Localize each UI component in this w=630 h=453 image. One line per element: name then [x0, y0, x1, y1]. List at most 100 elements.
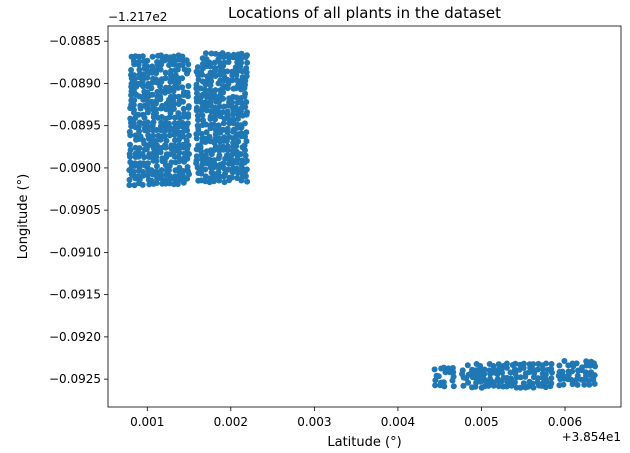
plant-point — [243, 99, 250, 105]
plant-point — [241, 85, 248, 91]
plant-point — [242, 104, 249, 110]
plant-point — [185, 83, 192, 89]
plant-point — [149, 79, 156, 86]
plant-point — [198, 107, 205, 114]
plant-point — [143, 96, 150, 103]
y-tick-label: −0.0925 — [49, 372, 101, 386]
plant-point — [198, 170, 205, 177]
plant-point — [440, 364, 447, 371]
plant-point — [184, 145, 191, 152]
plant-point — [449, 377, 456, 384]
plant-point — [195, 117, 201, 123]
plant-point — [186, 151, 192, 157]
plant-point — [161, 57, 168, 64]
x-axis-ticks: 0.001 0.002 0.003 0.004 0.005 0.006 — [130, 407, 582, 429]
plant-point — [197, 165, 204, 172]
plant-point — [207, 63, 214, 70]
plant-point — [490, 382, 497, 389]
plant-point — [560, 381, 567, 388]
plant-point — [127, 141, 133, 148]
plant-point — [170, 88, 177, 95]
plant-point — [158, 167, 165, 174]
plant-point — [512, 360, 519, 367]
plant-point — [485, 382, 492, 389]
plant-point — [234, 115, 241, 122]
y-tick-label: −0.0890 — [49, 76, 101, 90]
plant-point — [215, 124, 222, 131]
plant-point — [171, 131, 178, 138]
plant-point — [216, 177, 223, 184]
plant-point — [193, 135, 200, 142]
plant-point — [207, 125, 214, 132]
plant-point — [170, 106, 177, 112]
plant-point — [136, 93, 143, 100]
plant-point — [530, 384, 537, 391]
plant-point — [157, 66, 164, 73]
plant-point — [131, 162, 138, 169]
plant-point — [157, 83, 164, 90]
plant-point — [144, 57, 151, 64]
plant-point — [166, 62, 173, 69]
plant-point — [131, 109, 137, 116]
plant-point — [465, 379, 472, 386]
plant-point — [194, 112, 201, 119]
plant-point — [229, 111, 236, 118]
plant-point — [167, 78, 174, 85]
plant-point — [175, 123, 182, 130]
plant-point — [431, 366, 438, 373]
plant-point — [507, 369, 514, 376]
plant-point — [161, 128, 168, 135]
plant-point — [132, 115, 139, 122]
plant-point — [128, 83, 135, 90]
plant-point — [153, 163, 160, 170]
plant-point — [168, 67, 175, 74]
y-axis-offset-label: −1.217e2 — [108, 10, 167, 24]
plant-point — [241, 159, 248, 166]
plant-point — [216, 98, 222, 105]
plant-point — [139, 53, 146, 60]
plant-point — [225, 59, 232, 65]
plant-point — [185, 114, 192, 120]
plant-point — [226, 177, 233, 184]
plant-point — [131, 61, 138, 68]
plant-point — [194, 64, 201, 71]
plant-point — [503, 364, 510, 371]
plant-point — [494, 371, 501, 377]
plant-point — [441, 383, 448, 390]
plant-point — [161, 133, 168, 140]
plant-point — [207, 116, 214, 122]
plant-point — [148, 85, 155, 92]
plant-point — [135, 123, 142, 130]
plant-point — [203, 121, 209, 128]
plant-point — [586, 381, 593, 388]
plant-point — [242, 147, 248, 154]
plant-point — [158, 52, 164, 59]
plant-point — [464, 362, 471, 369]
plant-point — [432, 377, 439, 384]
plant-point — [520, 360, 527, 367]
plant-point — [216, 173, 223, 180]
plant-point — [212, 116, 219, 123]
plant-point — [139, 78, 146, 85]
plant-point — [143, 146, 150, 152]
plant-point — [149, 91, 156, 98]
plant-point — [184, 127, 191, 134]
plant-point — [224, 68, 231, 75]
plant-point — [508, 382, 515, 389]
plant-point — [442, 369, 449, 376]
plant-point — [549, 369, 555, 376]
plant-point — [556, 362, 563, 369]
y-axis-ticks: −0.0885 −0.0890 −0.0895 −0.0900 −0.0905 −0.09… — [49, 34, 108, 386]
x-tick-label: 0.004 — [381, 415, 415, 429]
plant-point — [180, 105, 187, 112]
plant-point — [525, 369, 532, 376]
plant-point — [133, 83, 140, 90]
plant-point — [150, 132, 157, 139]
plant-point — [127, 153, 133, 160]
plant-point — [166, 127, 173, 134]
plant-point — [517, 384, 524, 391]
plant-point — [199, 112, 206, 119]
plant-point — [179, 75, 186, 82]
plant-point — [175, 101, 182, 107]
plant-point — [175, 79, 182, 86]
